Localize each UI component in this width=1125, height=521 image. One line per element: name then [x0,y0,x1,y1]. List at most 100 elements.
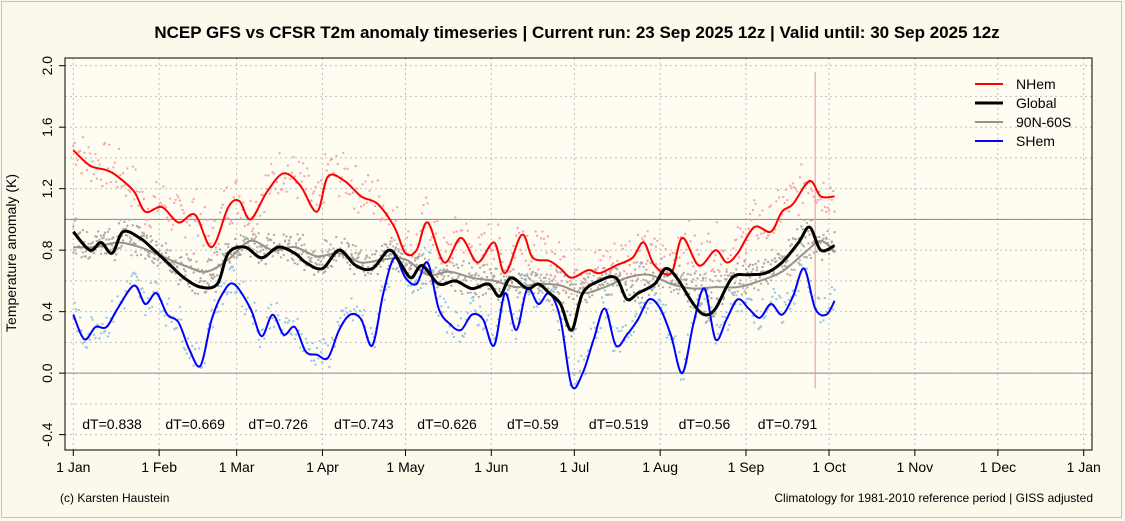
data-point [474,272,478,275]
data-point [80,256,83,259]
data-point [252,233,255,236]
data-point [286,259,289,262]
data-point [206,281,209,285]
data-point [793,268,796,272]
data-point [812,195,815,198]
data-point [653,293,656,297]
data-point [652,271,655,274]
data-point [253,301,256,304]
data-point [520,277,523,280]
data-point [83,151,86,154]
data-point [434,266,438,269]
data-point [528,277,532,281]
data-point [79,231,82,234]
data-point [319,350,323,354]
data-point [174,198,177,201]
data-point [324,153,327,156]
data-point [769,279,773,282]
data-point [653,237,656,240]
data-point [441,277,445,281]
data-point [807,242,810,245]
data-point [726,328,730,331]
data-point [548,277,551,281]
data-point [789,244,792,248]
data-point [268,192,271,195]
data-point [454,216,457,219]
data-point [485,263,489,266]
data-point [85,346,89,349]
data-point [557,292,561,295]
data-point [167,255,170,259]
data-point [515,289,518,292]
data-point [120,185,123,188]
data-point [527,293,530,296]
data-point [387,285,391,289]
data-point [73,219,76,222]
data-point [552,278,555,281]
data-point [618,350,622,353]
data-point [654,292,658,295]
data-point [195,341,198,344]
data-point [462,279,465,282]
data-point [265,316,269,319]
data-point [404,264,407,267]
data-point [166,248,169,251]
footer-credit: (c) Karsten Haustein [60,491,169,505]
data-point [146,207,150,211]
data-point [571,297,575,301]
data-point [761,298,764,301]
data-point [600,296,604,299]
data-point [706,240,709,243]
data-point [87,242,90,246]
data-point [631,284,634,287]
reference-lines [65,72,1092,389]
data-point [414,281,417,284]
data-point [376,272,379,276]
data-point [300,180,303,183]
data-point [393,239,396,242]
data-point [344,306,348,310]
data-point [773,257,777,260]
data-point [636,296,640,299]
data-point [477,323,480,326]
data-point [798,259,802,262]
data-point [272,233,276,237]
data-point [686,272,689,276]
data-point [776,189,779,192]
data-point [142,234,146,238]
data-point [113,161,117,164]
data-point [732,292,735,295]
data-point [134,168,137,171]
data-point [97,230,100,233]
grid-lines [65,58,1092,450]
data-point [115,180,118,183]
data-point [144,314,147,317]
data-point [99,234,103,237]
data-point [402,244,406,248]
data-point [789,184,792,187]
data-point [822,237,825,240]
data-point [332,171,335,174]
data-point [246,296,249,299]
data-point [232,256,236,259]
data-point [141,287,144,290]
data-point [92,333,96,337]
data-point [133,198,136,201]
data-point [74,163,78,166]
data-point [79,149,82,153]
data-point [133,271,136,274]
data-point [304,188,307,191]
data-point [188,357,191,360]
data-point [443,275,446,278]
data-point [605,316,608,319]
data-point [830,198,833,201]
data-point [187,282,190,286]
data-point [246,237,249,241]
data-point [128,236,132,239]
data-point [469,291,472,294]
data-point [354,164,357,168]
data-point [351,191,355,194]
data-point [454,289,457,292]
data-point [98,238,101,242]
data-point [750,219,753,222]
